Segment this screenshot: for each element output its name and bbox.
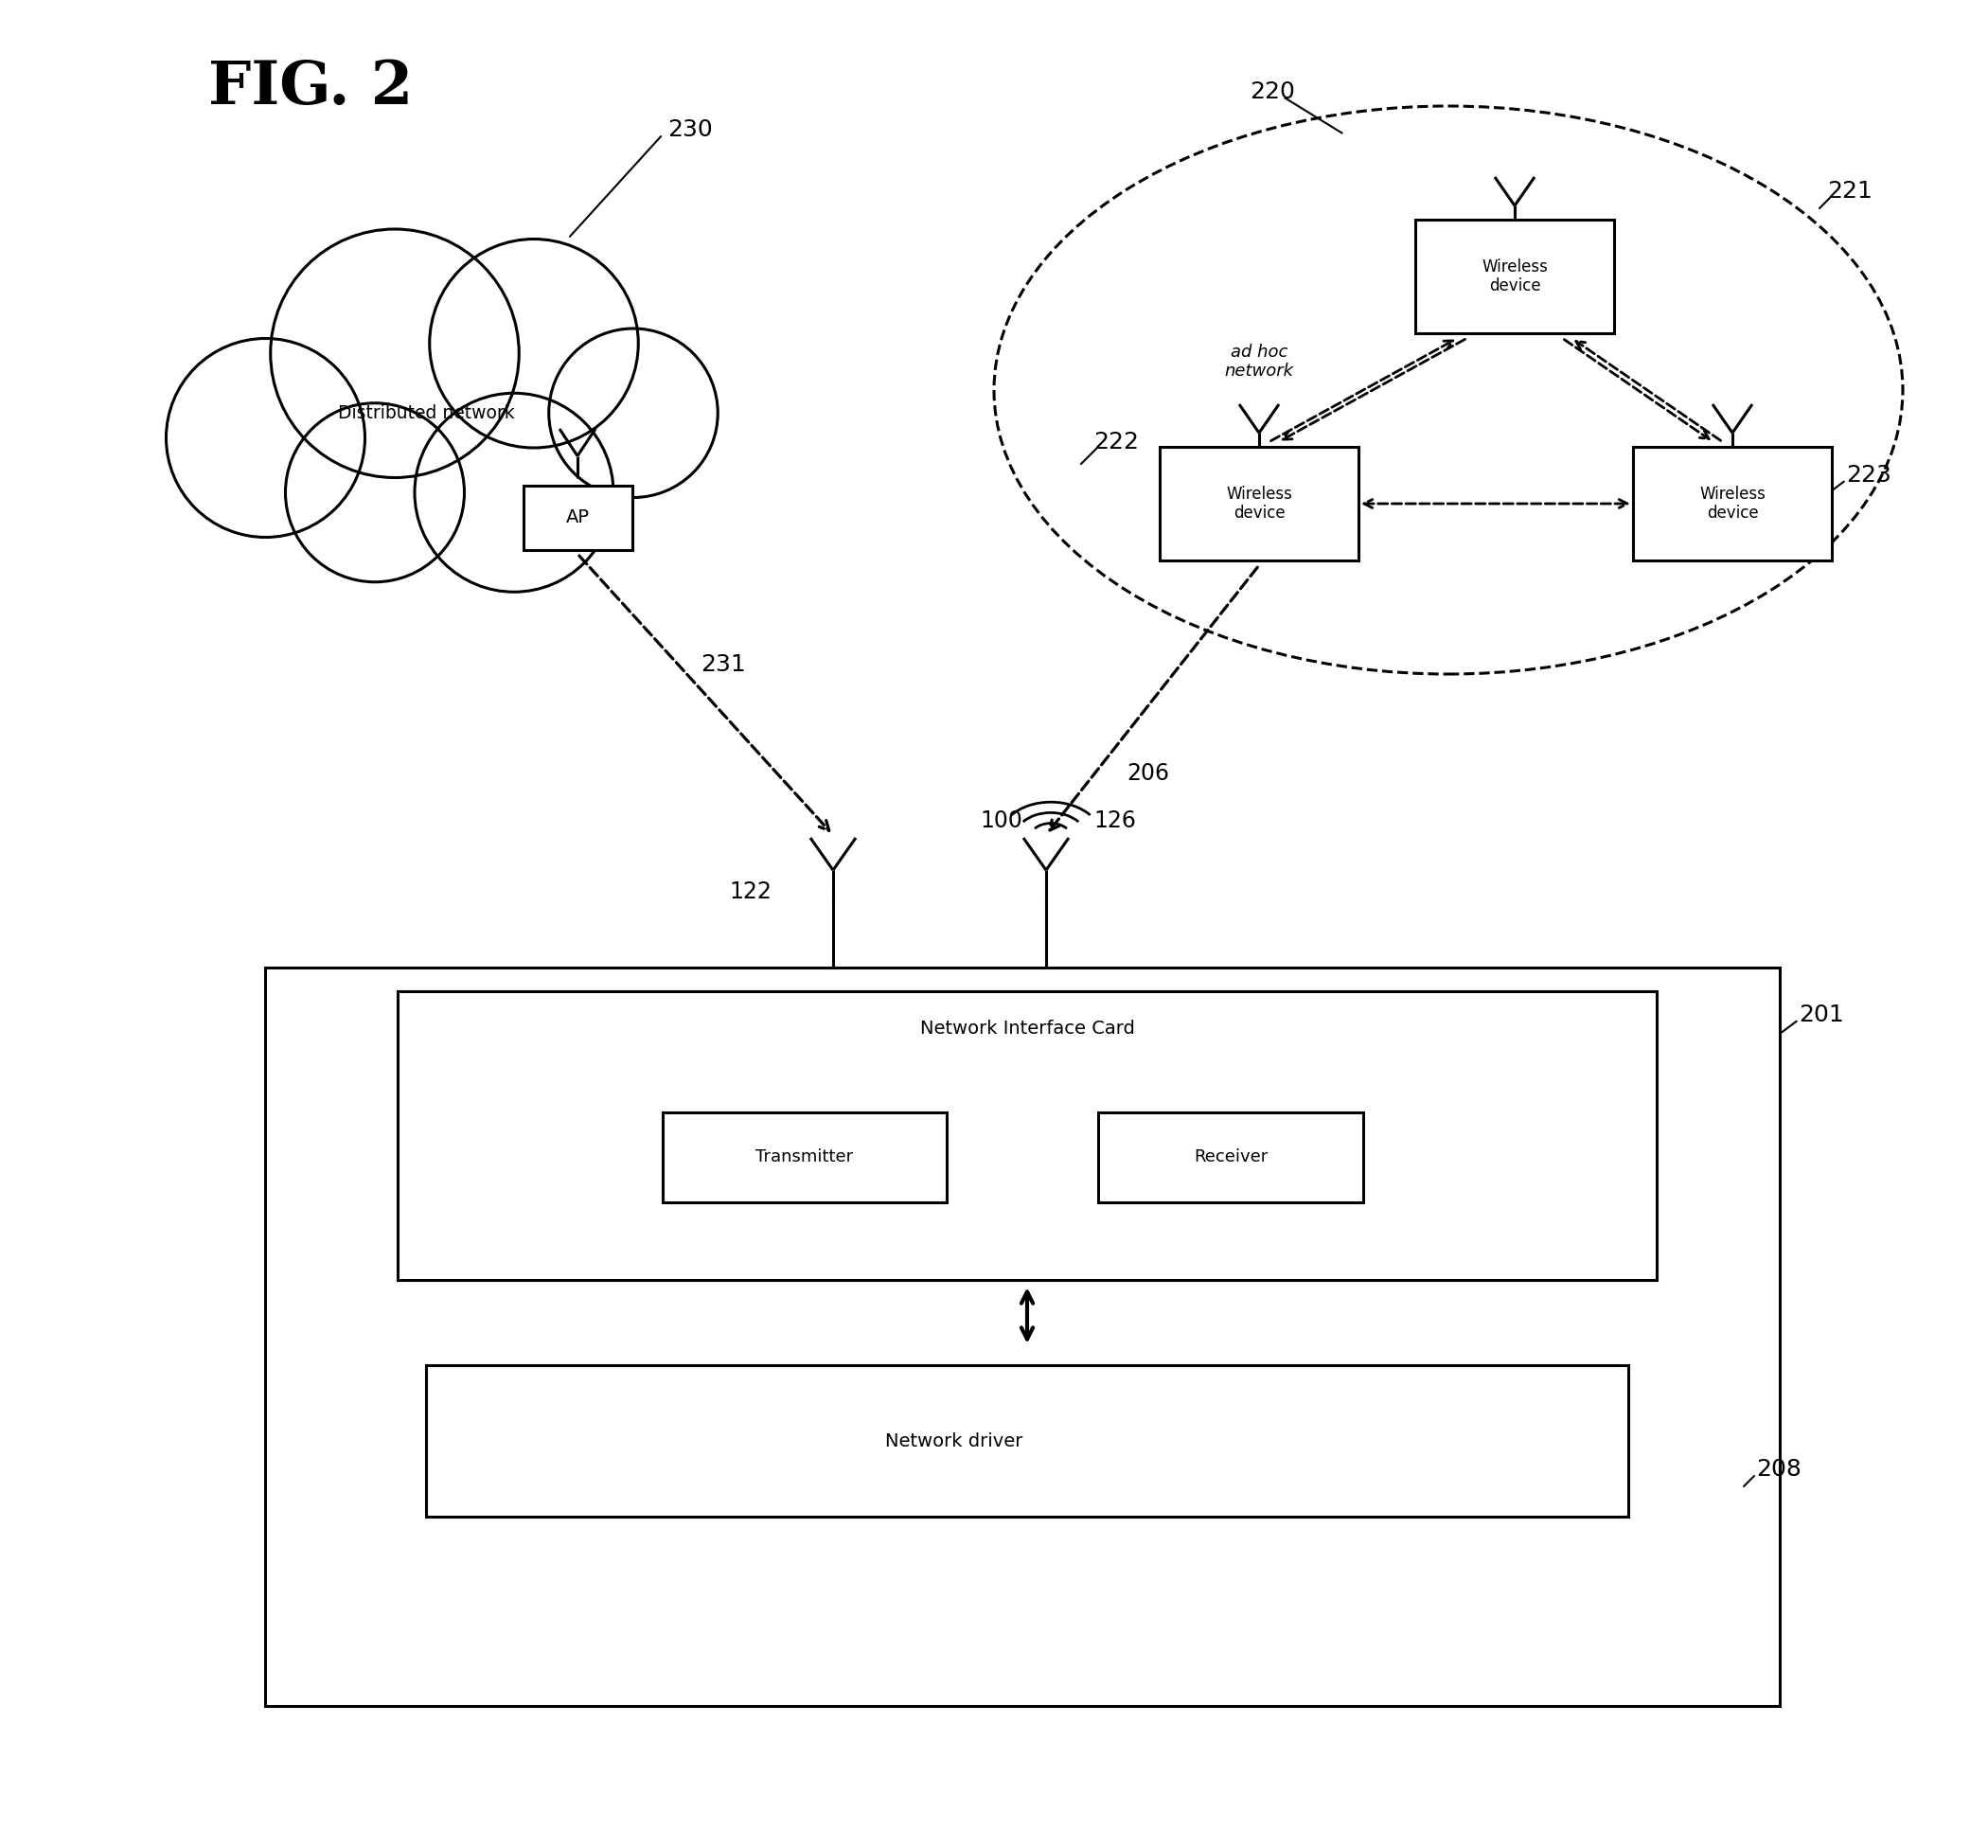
Bar xyxy=(1159,447,1358,560)
Text: Transmitter: Transmitter xyxy=(755,1148,853,1166)
Text: 122: 122 xyxy=(730,880,771,904)
Circle shape xyxy=(549,329,718,497)
Text: AP: AP xyxy=(567,508,588,527)
Circle shape xyxy=(270,229,519,477)
Bar xyxy=(398,991,1656,1281)
Text: 221: 221 xyxy=(1827,179,1873,203)
Bar xyxy=(425,1366,1628,1517)
Text: Receiver: Receiver xyxy=(1193,1148,1268,1166)
Text: Network driver: Network driver xyxy=(885,1432,1022,1451)
Text: 223: 223 xyxy=(1847,464,1891,486)
Text: 201: 201 xyxy=(1799,1003,1845,1026)
Text: Network Interface Card: Network Interface Card xyxy=(920,1020,1135,1037)
Bar xyxy=(1415,220,1614,333)
Text: 220: 220 xyxy=(1250,81,1294,103)
Text: 126: 126 xyxy=(1093,809,1135,832)
Text: ad hoc
network: ad hoc network xyxy=(1225,344,1294,381)
Circle shape xyxy=(429,238,638,447)
Text: 231: 231 xyxy=(700,652,746,676)
Text: Wireless
device: Wireless device xyxy=(1700,486,1765,521)
Bar xyxy=(1097,1112,1364,1201)
Circle shape xyxy=(286,403,465,582)
Bar xyxy=(264,968,1779,1706)
Bar xyxy=(1632,447,1831,560)
Circle shape xyxy=(415,394,614,591)
Text: Distributed network: Distributed network xyxy=(338,405,515,423)
Text: 100: 100 xyxy=(980,809,1022,832)
Text: 206: 206 xyxy=(1127,761,1169,785)
Text: 222: 222 xyxy=(1093,431,1139,453)
Text: 208: 208 xyxy=(1755,1458,1801,1480)
Text: Wireless
device: Wireless device xyxy=(1481,259,1549,296)
Text: FIG. 2: FIG. 2 xyxy=(209,59,414,116)
Bar xyxy=(662,1112,946,1201)
Bar xyxy=(523,486,632,551)
Polygon shape xyxy=(167,229,718,591)
Circle shape xyxy=(167,338,366,538)
Text: 230: 230 xyxy=(668,118,712,140)
Text: Wireless
device: Wireless device xyxy=(1227,486,1292,521)
